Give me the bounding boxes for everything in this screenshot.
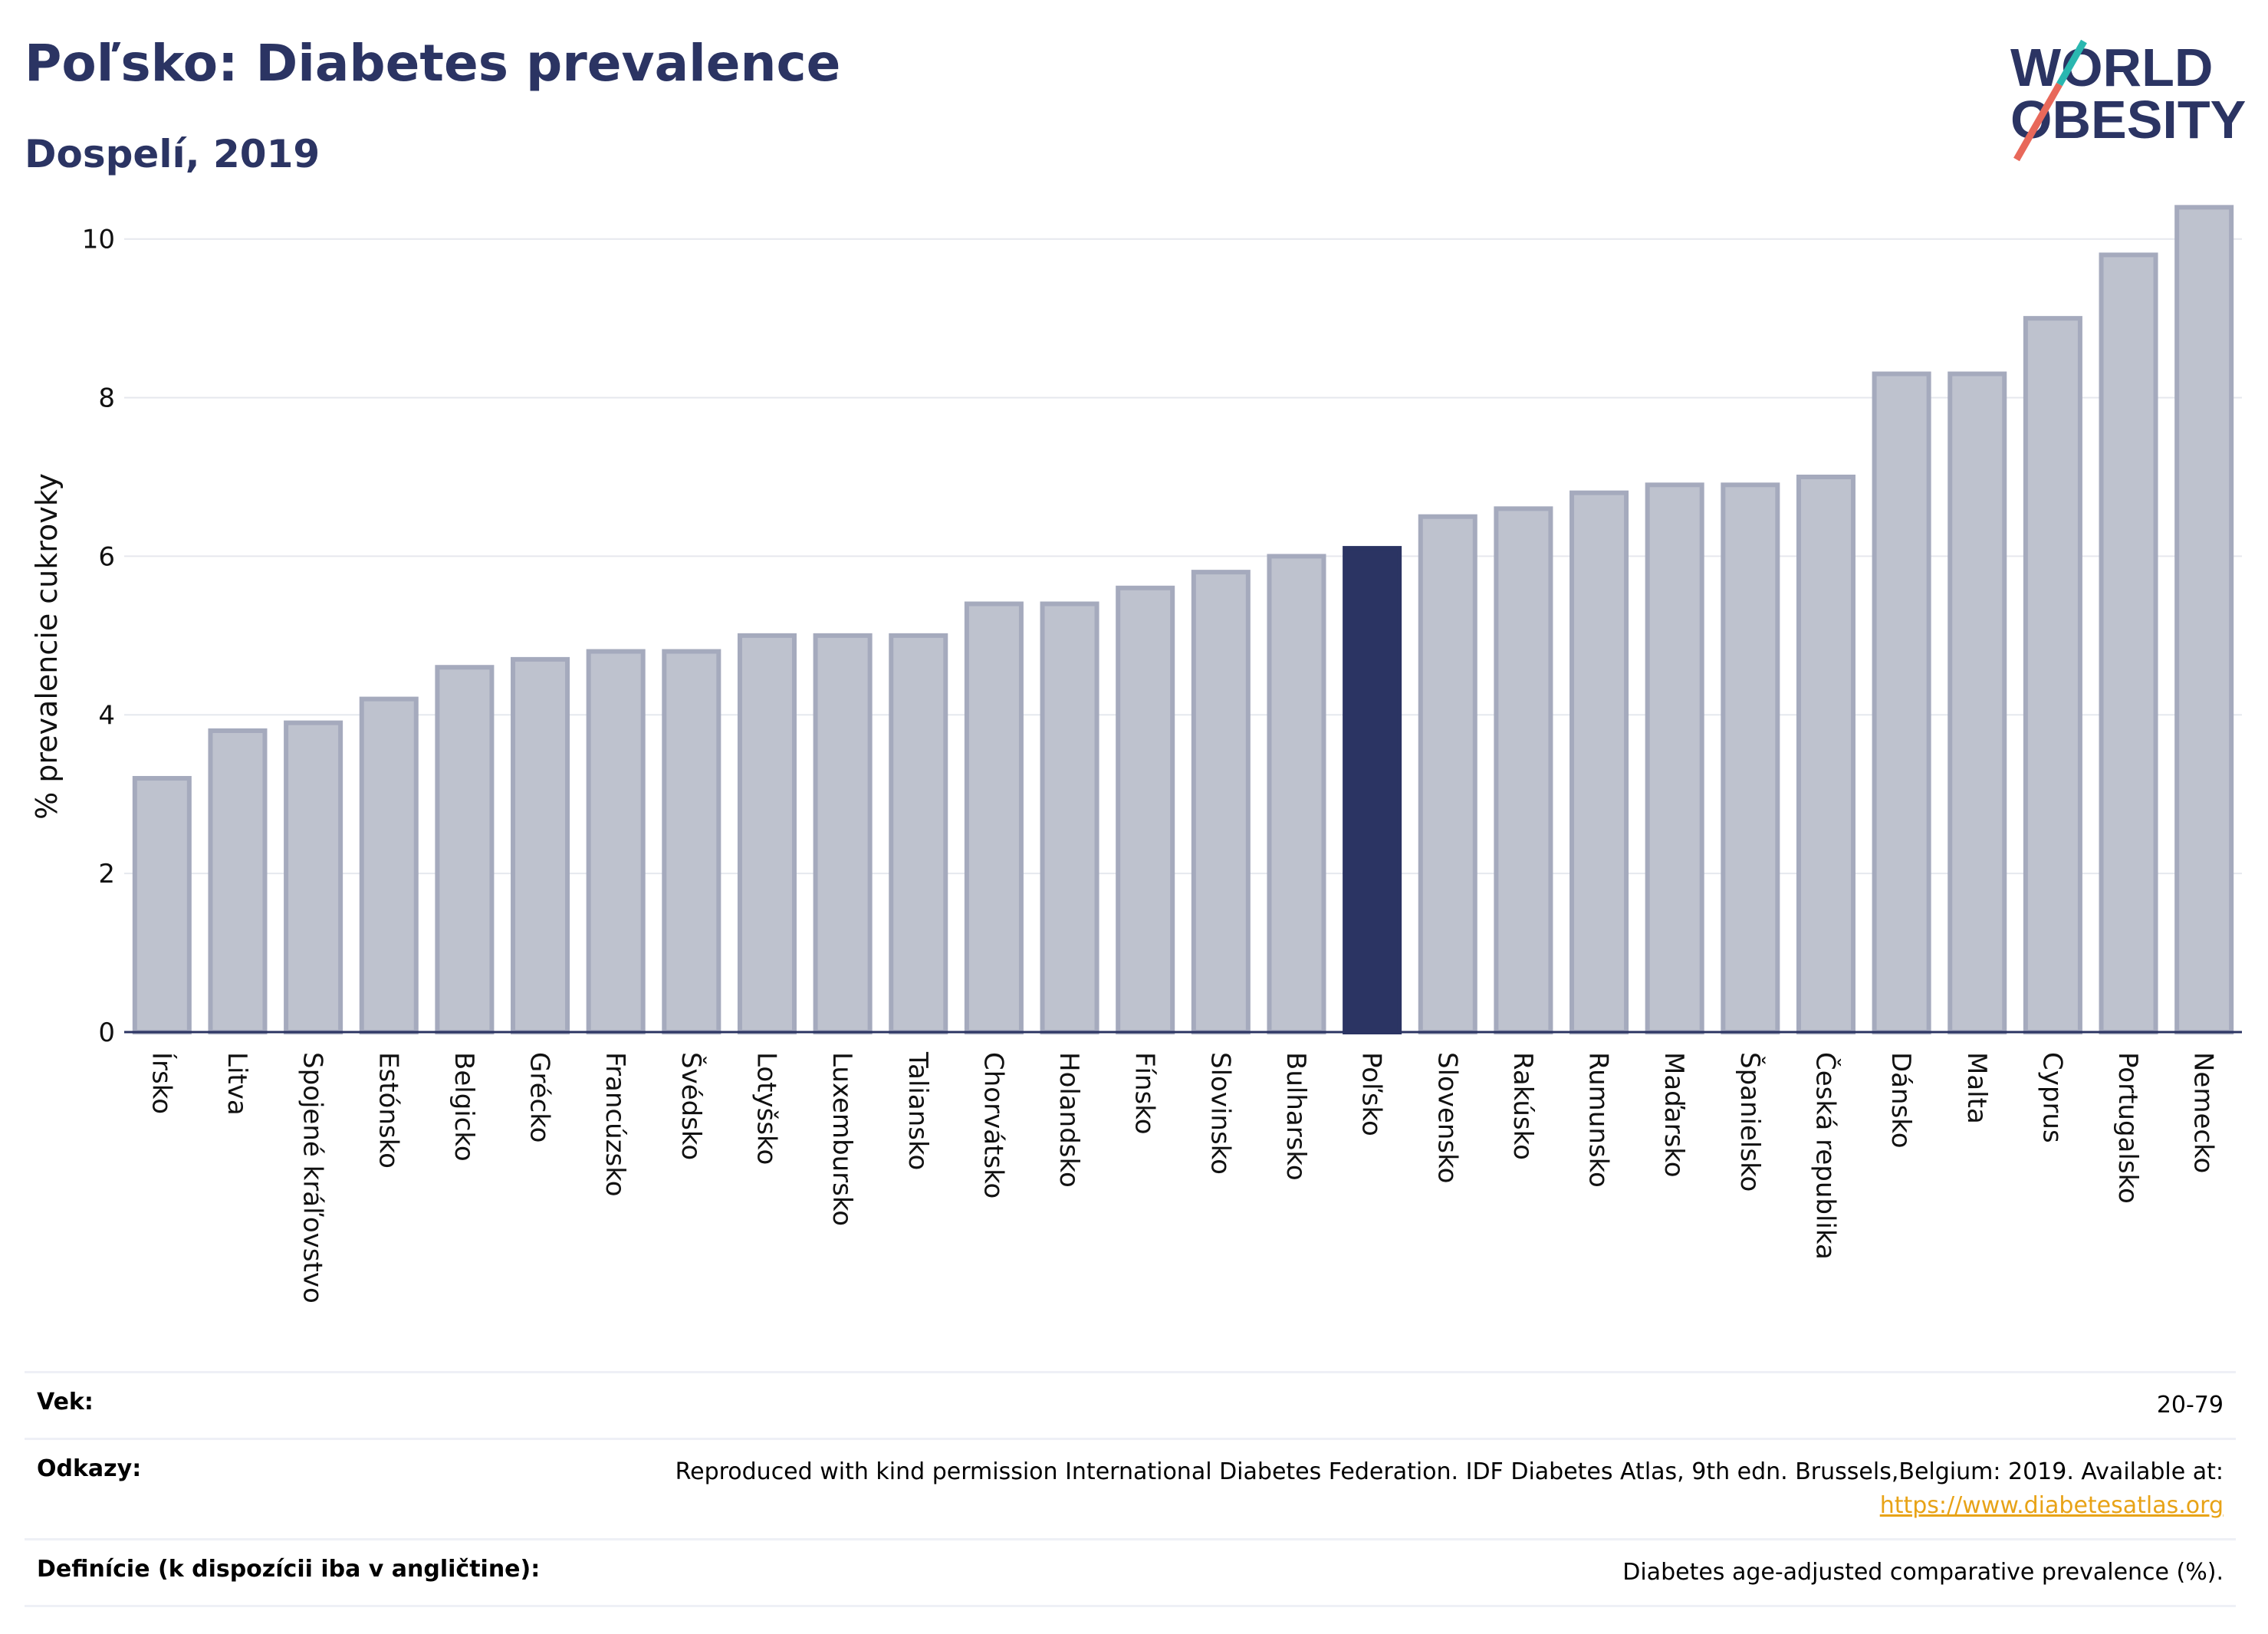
info-row-definitions: Definície (k dispozícii iba v angličtine…: [25, 1538, 2236, 1607]
x-tick-label: Dánsko: [1885, 1052, 1916, 1149]
bar-18: [1494, 506, 1553, 1034]
y-tick-label: 8: [98, 383, 115, 414]
y-axis-ticks: 0 2 4 6 8 10: [82, 225, 115, 1048]
y-tick-label: 2: [98, 859, 115, 889]
bars: [132, 205, 2234, 1035]
x-tick-label: Spojené kráľovstvo: [297, 1052, 328, 1304]
x-tick-label: Česká republika: [1809, 1052, 1841, 1260]
x-tick-label: Fínsko: [1129, 1052, 1160, 1135]
x-tick-label: Taliansko: [902, 1051, 933, 1170]
logo-slash-red: [2013, 82, 2063, 162]
world-obesity-logo: WORLD OBESITY: [2010, 38, 2246, 162]
bar-19: [1570, 490, 1629, 1034]
definitions-value: Diabetes age-adjusted comparative preval…: [1622, 1559, 2224, 1586]
bar-1: [208, 728, 268, 1034]
x-tick-label: Rumunsko: [1583, 1052, 1614, 1188]
bar-24: [1948, 371, 2007, 1034]
x-tick-label: Portugalsko: [2112, 1052, 2143, 1204]
x-tick-label: Slovensko: [1431, 1052, 1462, 1183]
bar-22: [1796, 475, 1855, 1034]
y-tick-label: 4: [98, 700, 115, 731]
x-tick-label: Rakúsko: [1507, 1052, 1538, 1160]
y-tick-label: 6: [98, 541, 115, 572]
bar-10: [889, 633, 948, 1034]
x-tick-label: Nemecko: [2188, 1052, 2219, 1173]
x-tick-label: Belgicko: [449, 1052, 479, 1162]
y-tick-label: 10: [82, 225, 115, 255]
x-tick-label: Cyprus: [2036, 1052, 2067, 1143]
bar-chart: 0 2 4 6 8 10 Írsko Litva Spojené kráľovstvo Estó…: [30, 205, 2242, 1304]
x-tick-label: Litva: [222, 1052, 252, 1116]
references-label: Odkazy:: [37, 1455, 142, 1482]
bar-14: [1191, 570, 1251, 1034]
x-tick-label: Írsko: [146, 1052, 177, 1114]
bar-21: [1721, 482, 1780, 1034]
bar-9: [813, 633, 873, 1034]
references-text: Reproduced with kind permission Internat…: [675, 1458, 2224, 1485]
x-tick-label: Lotyšsko: [751, 1052, 781, 1165]
x-tick-label: Holandsko: [1053, 1052, 1084, 1188]
logo-line1: WORLD: [2010, 38, 2213, 97]
x-axis-labels: Írsko Litva Spojené kráľovstvo Estónsko Belg…: [146, 1051, 2218, 1304]
bar-0: [132, 776, 192, 1034]
x-tick-label: Maďarsko: [1658, 1052, 1689, 1178]
bar-3: [359, 696, 419, 1034]
chart-subtitle: Dospelí, 2019: [25, 132, 320, 176]
bar-5: [511, 656, 570, 1035]
info-table: Vek: 20-79 Odkazy: Reproduced with kind …: [25, 1371, 2236, 1607]
bar-12: [1040, 601, 1099, 1034]
x-tick-label: Estónsko: [373, 1052, 403, 1169]
bar-16: [1343, 546, 1402, 1034]
bar-15: [1267, 554, 1326, 1034]
logo-slash-teal: [2056, 39, 2087, 87]
x-tick-label: Slovinsko: [1205, 1052, 1235, 1175]
x-tick-label: Malta: [1961, 1052, 1992, 1124]
x-tick-label: Chorvátsko: [978, 1052, 1008, 1198]
x-tick-label: Francúzsko: [600, 1052, 630, 1197]
bar-2: [284, 720, 343, 1035]
x-tick-label: Španielsko: [1734, 1052, 1766, 1192]
bar-23: [1872, 371, 1931, 1034]
x-tick-label: Grécko: [524, 1052, 555, 1142]
bar-8: [737, 633, 797, 1034]
info-row-references: Odkazy: Reproduced with kind permission …: [25, 1438, 2236, 1538]
bar-25: [2023, 316, 2082, 1034]
bar-26: [2099, 252, 2158, 1034]
info-row-age: Vek: 20-79: [25, 1371, 2236, 1438]
x-tick-label: Poľsko: [1356, 1052, 1387, 1136]
x-tick-label: Švédsko: [675, 1052, 707, 1160]
bar-7: [662, 649, 721, 1034]
y-axis-label: % prevalencie cukrovky: [30, 473, 64, 820]
x-tick-label: Luxembursko: [827, 1052, 857, 1226]
bar-11: [964, 601, 1024, 1034]
references-link[interactable]: https://www.diabetesatlas.org: [1879, 1492, 2224, 1519]
x-tick-label: Bulharsko: [1280, 1052, 1311, 1181]
age-label: Vek:: [37, 1389, 94, 1415]
age-value: 20-79: [2156, 1392, 2224, 1419]
references-value: Reproduced with kind permission Internat…: [675, 1455, 2224, 1523]
chart-title: Poľsko: Diabetes prevalence: [25, 34, 841, 93]
bar-17: [1418, 514, 1477, 1034]
bar-27: [2174, 205, 2234, 1034]
definitions-label: Definície (k dispozícii iba v angličtine…: [37, 1556, 541, 1583]
bar-6: [586, 649, 646, 1034]
bar-13: [1116, 585, 1175, 1034]
bar-20: [1645, 482, 1704, 1034]
bar-4: [435, 665, 495, 1034]
y-tick-label: 0: [98, 1018, 115, 1048]
